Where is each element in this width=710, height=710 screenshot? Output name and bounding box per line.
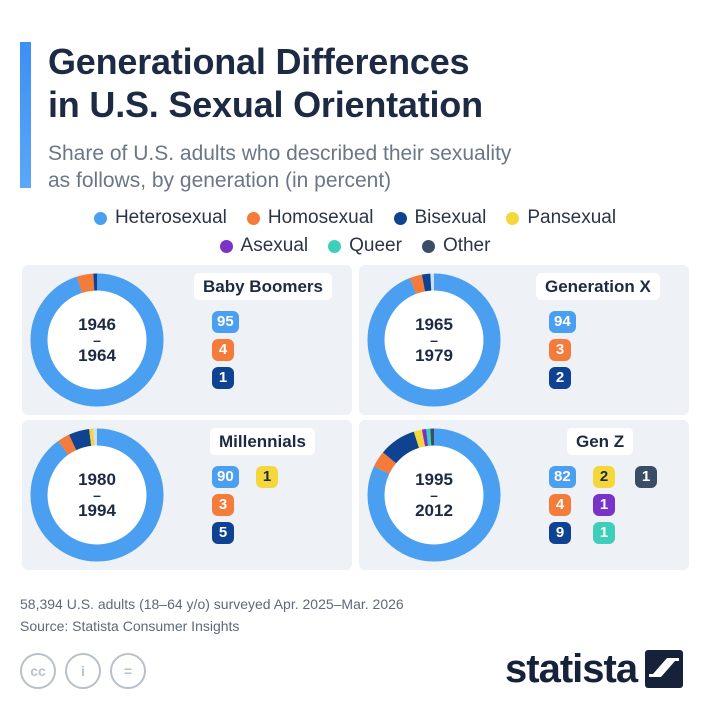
value-badge-bisexual: 2 xyxy=(549,367,571,389)
cc-icon[interactable]: cc xyxy=(20,653,56,689)
year-start: 1965 xyxy=(415,315,453,334)
legend-swatch-queer xyxy=(328,239,342,253)
year-dash: – xyxy=(430,487,438,503)
panel-gen-z: 1995–2012 Gen Z 82 4 9 2 1 1 1 xyxy=(359,420,689,570)
year-dash: – xyxy=(93,487,101,503)
chart-subtitle: Share of U.S. adults who described their… xyxy=(48,140,648,194)
value-badge-queer: 1 xyxy=(593,522,615,544)
legend-label-heterosexual: Heterosexual xyxy=(114,207,227,228)
title-line-1: Generational Differences xyxy=(48,41,470,82)
value-badge-heterosexual: 94 xyxy=(549,311,576,333)
legend-label-other: Other xyxy=(442,235,491,256)
year-start: 1980 xyxy=(78,470,116,489)
statista-logo-icon xyxy=(645,650,684,688)
legend-item-bisexual: Bisexual xyxy=(393,207,487,229)
license-icons: cc i = xyxy=(20,653,146,689)
value-badge-bisexual: 1 xyxy=(212,367,234,389)
value-badge-heterosexual: 90 xyxy=(212,466,239,488)
year-dash: – xyxy=(93,332,101,348)
value-badge-other: 1 xyxy=(635,466,657,488)
donut-center xyxy=(47,290,147,390)
slice-heterosexual xyxy=(367,273,501,407)
year-end: 1994 xyxy=(78,501,116,520)
slice-other xyxy=(367,428,501,562)
subtitle-line-1: Share of U.S. adults who described their… xyxy=(48,142,512,165)
donut-chart-gen-z xyxy=(367,428,501,562)
legend-swatch-pansexual xyxy=(506,211,520,225)
value-badge-homosexual: 3 xyxy=(549,339,571,361)
donut-chart-millennials xyxy=(30,428,164,562)
legend-item-homosexual: Homosexual xyxy=(246,207,374,229)
footer: 58,394 U.S. adults (18–64 y/o) surveyed … xyxy=(20,593,404,637)
year-end: 1964 xyxy=(78,346,116,365)
legend-item-pansexual: Pansexual xyxy=(506,207,616,229)
value-badge-pansexual: 1 xyxy=(256,466,278,488)
slice-bisexual xyxy=(30,273,164,407)
donut-center xyxy=(47,445,147,545)
value-badge-heterosexual: 82 xyxy=(549,466,576,488)
legend-item-queer: Queer xyxy=(328,235,402,257)
donut-chart-generation-x xyxy=(367,273,501,407)
logo-text: statista xyxy=(505,647,638,691)
legend-label-pansexual: Pansexual xyxy=(527,207,617,228)
generation-label: Generation X xyxy=(536,273,660,300)
year-end: 1979 xyxy=(415,346,453,365)
title-accent-bar xyxy=(20,42,31,188)
legend-label-asexual: Asexual xyxy=(240,235,309,256)
year-dash: – xyxy=(430,332,438,348)
value-badge-homosexual: 4 xyxy=(549,494,571,516)
attribution-icon[interactable]: i xyxy=(65,653,101,689)
generation-years: 1965–1979 xyxy=(364,270,504,410)
value-badge-bisexual: 9 xyxy=(549,522,571,544)
value-badge-heterosexual: 95 xyxy=(212,311,239,333)
legend-item-other: Other xyxy=(421,235,491,257)
subtitle-line-2: as follows, by generation (in percent) xyxy=(48,169,392,192)
legend-row-2: Asexual Queer Other xyxy=(0,232,710,260)
panel-millennials: 1980–1994 Millennials 90 3 5 1 xyxy=(22,420,352,570)
slice-heterosexual xyxy=(30,428,164,562)
legend-swatch-bisexual xyxy=(393,211,407,225)
survey-note: 58,394 U.S. adults (18–64 y/o) surveyed … xyxy=(20,596,404,612)
legend-label-bisexual: Bisexual xyxy=(414,207,487,228)
value-badge-bisexual: 5 xyxy=(212,522,234,544)
legend-swatch-other xyxy=(421,239,435,253)
legend-item-heterosexual: Heterosexual xyxy=(93,207,227,229)
title-line-2: in U.S. Sexual Orientation xyxy=(48,84,483,125)
legend-label-queer: Queer xyxy=(349,235,402,256)
legend-item-asexual: Asexual xyxy=(219,235,309,257)
value-badge-homosexual: 4 xyxy=(212,339,234,361)
year-start: 1946 xyxy=(78,315,116,334)
generation-label: Gen Z xyxy=(567,428,634,455)
panel-generation-x: 1965–1979 Generation X 94 3 2 xyxy=(359,265,689,415)
legend-swatch-asexual xyxy=(219,239,233,253)
statista-logo: statista xyxy=(505,647,684,691)
legend-swatch-homosexual xyxy=(246,211,260,225)
generation-years: 1946–1964 xyxy=(27,270,167,410)
legend-label-homosexual: Homosexual xyxy=(267,207,374,228)
value-badge-homosexual: 3 xyxy=(212,494,234,516)
generation-years: 1995–2012 xyxy=(364,425,504,565)
no-derivatives-icon[interactable]: = xyxy=(110,653,146,689)
legend: Heterosexual Homosexual Bisexual Pansexual A… xyxy=(0,204,710,260)
panel-baby-boomers: 1946–1964 Baby Boomers 95 4 1 xyxy=(22,265,352,415)
legend-row-1: Heterosexual Homosexual Bisexual Pansexual xyxy=(0,204,710,232)
year-end: 2012 xyxy=(415,501,453,520)
generation-label: Millennials xyxy=(210,428,315,455)
donut-center xyxy=(384,445,484,545)
legend-swatch-heterosexual xyxy=(93,211,107,225)
source-note: Source: Statista Consumer Insights xyxy=(20,618,240,634)
value-badge-pansexual: 2 xyxy=(593,466,615,488)
generation-label: Baby Boomers xyxy=(194,273,332,300)
generation-years: 1980–1994 xyxy=(27,425,167,565)
donut-chart-baby-boomers xyxy=(30,273,164,407)
year-start: 1995 xyxy=(415,470,453,489)
chart-title: Generational Differences in U.S. Sexual … xyxy=(48,40,688,126)
value-badge-asexual: 1 xyxy=(593,494,615,516)
donut-center xyxy=(384,290,484,390)
